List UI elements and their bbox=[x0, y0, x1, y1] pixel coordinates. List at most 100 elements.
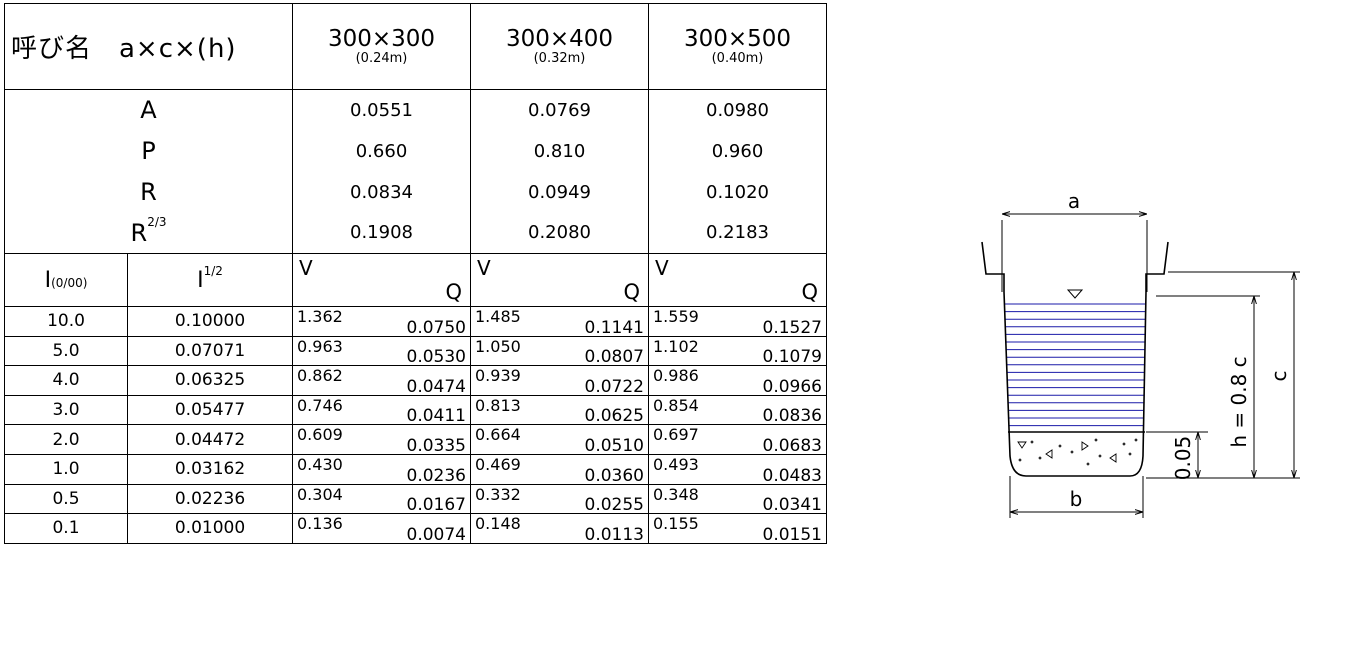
property-symbol: P bbox=[141, 137, 156, 165]
discharge-value: 0.0750 bbox=[406, 317, 466, 337]
vq-cell: 0.697 0.0683 bbox=[648, 424, 827, 455]
velocity-value: 0.469 bbox=[475, 454, 521, 474]
discharge-value: 0.0236 bbox=[406, 465, 466, 485]
size-sub-label: (0.24m) bbox=[355, 50, 408, 66]
slope-sqrt-label: I bbox=[197, 267, 204, 293]
property-row: R 0.0834 0.0949 0.1020 bbox=[4, 171, 827, 213]
vq-cell: 0.332 0.0255 bbox=[470, 483, 649, 515]
slope-sqrt-value: 0.03162 bbox=[127, 453, 293, 485]
property-label: R bbox=[4, 171, 293, 213]
slope-value: 5.0 bbox=[4, 335, 128, 367]
vq-cell: 0.963 0.0530 bbox=[292, 335, 471, 367]
property-value: 0.1020 bbox=[648, 171, 827, 213]
velocity-value: 0.813 bbox=[475, 395, 521, 415]
slope-value: 2.0 bbox=[4, 424, 128, 455]
property-sup: 2/3 bbox=[147, 214, 167, 229]
slope-sqrt-value: 0.05477 bbox=[127, 394, 293, 426]
vq-cell: 1.102 0.1079 bbox=[648, 335, 827, 367]
table-row: 5.0 0.07071 0.963 0.0530 1.050 0.0807 1.102 0.1… bbox=[4, 335, 827, 367]
vq-cell: 0.664 0.0510 bbox=[470, 424, 649, 455]
dimension-h-label: h = 0.8 c bbox=[1227, 356, 1251, 447]
slope-label: I bbox=[44, 267, 52, 293]
channel-outline bbox=[981, 241, 1169, 477]
vq-cell: 0.430 0.0236 bbox=[292, 453, 471, 485]
property-symbol: R bbox=[140, 178, 157, 206]
dimension-b-label: b bbox=[1070, 487, 1083, 511]
size-label: 300×500 bbox=[683, 25, 792, 52]
sediment-pattern bbox=[1017, 438, 1138, 466]
vq-cell: 1.362 0.0750 bbox=[292, 306, 471, 337]
discharge-value: 0.0255 bbox=[584, 495, 644, 514]
discharge-value: 0.0722 bbox=[584, 376, 644, 396]
slope-value: 0.5 bbox=[4, 483, 128, 515]
velocity-value: 0.609 bbox=[297, 425, 343, 445]
table-row: 3.0 0.05477 0.746 0.0411 0.813 0.0625 0.854 0.0… bbox=[4, 394, 827, 426]
property-label: R2/3 bbox=[4, 212, 293, 254]
discharge-value: 0.0335 bbox=[406, 435, 466, 455]
discharge-value: 0.0836 bbox=[762, 406, 822, 425]
discharge-label: Q bbox=[623, 280, 640, 304]
data-rows: 10.0 0.10000 1.362 0.0750 1.485 0.1141 1.559 0.… bbox=[4, 306, 827, 544]
vq-cell: 0.348 0.0341 bbox=[648, 483, 827, 515]
discharge-value: 0.0510 bbox=[584, 435, 644, 455]
velocity-value: 0.155 bbox=[653, 514, 699, 534]
properties-section: A 0.0551 0.0769 0.0980 P 0.660 0.810 0.960 R 0.08… bbox=[4, 89, 827, 254]
property-symbol: A bbox=[140, 96, 157, 125]
velocity-value: 0.854 bbox=[653, 395, 699, 415]
vq-cell: 0.609 0.0335 bbox=[292, 424, 471, 455]
slope-unit: (0/00) bbox=[51, 275, 88, 290]
slope-sqrt-header: I1/2 bbox=[127, 253, 293, 307]
size-label: 300×300 bbox=[327, 25, 436, 52]
vq-cell: 0.813 0.0625 bbox=[470, 394, 649, 426]
discharge-value: 0.0341 bbox=[762, 495, 822, 514]
property-label: A bbox=[4, 89, 293, 131]
dimension-005-label: 0.05 bbox=[1171, 436, 1195, 481]
discharge-value: 0.0474 bbox=[406, 376, 466, 396]
size-label: 300×400 bbox=[505, 25, 614, 52]
velocity-value: 0.148 bbox=[475, 514, 521, 534]
slope-sqrt-value: 0.04472 bbox=[127, 424, 293, 455]
vq-cell: 0.136 0.0074 bbox=[292, 513, 471, 544]
slope-value: 4.0 bbox=[4, 365, 128, 396]
velocity-value: 0.664 bbox=[475, 425, 521, 445]
discharge-value: 0.0683 bbox=[762, 435, 822, 455]
vq-cell: 0.148 0.0113 bbox=[470, 513, 649, 544]
velocity-value: 0.332 bbox=[475, 484, 521, 504]
velocity-value: 0.430 bbox=[297, 454, 343, 474]
vq-cell: 0.155 0.0151 bbox=[648, 513, 827, 544]
table-row: 0.5 0.02236 0.304 0.0167 0.332 0.0255 0.348 0.0… bbox=[4, 483, 827, 515]
velocity-value: 0.746 bbox=[297, 395, 343, 415]
slope-sqrt-value: 0.07071 bbox=[127, 335, 293, 367]
discharge-value: 0.0625 bbox=[584, 406, 644, 425]
velocity-label: V bbox=[477, 256, 491, 280]
slope-value: 3.0 bbox=[4, 394, 128, 426]
table-row: 0.1 0.01000 0.136 0.0074 0.148 0.0113 0.155 0.0… bbox=[4, 513, 827, 544]
property-value: 0.0551 bbox=[292, 89, 471, 131]
slope-sqrt-value: 0.01000 bbox=[127, 513, 293, 544]
table-row: 4.0 0.06325 0.862 0.0474 0.939 0.0722 0.986 0.0… bbox=[4, 365, 827, 396]
property-value: 0.0834 bbox=[292, 171, 471, 213]
property-value: 0.660 bbox=[292, 130, 471, 172]
vq-cell: 1.485 0.1141 bbox=[470, 306, 649, 337]
discharge-value: 0.0151 bbox=[762, 524, 822, 544]
dimension-c-label: c bbox=[1267, 371, 1291, 382]
header-row: 呼び名 a×c×(h) 300×300 (0.24m) 300×400 (0.3… bbox=[4, 3, 827, 90]
discharge-value: 0.0966 bbox=[762, 376, 822, 396]
velocity-value: 0.963 bbox=[297, 336, 343, 356]
channel-cross-section-diagram: a b 0.05 h = 0.8 c c bbox=[981, 189, 1300, 518]
slope-value: 10.0 bbox=[4, 306, 128, 337]
water-fill-lines bbox=[1004, 303, 1146, 427]
vq-cell: 0.493 0.0483 bbox=[648, 453, 827, 485]
discharge-value: 0.0360 bbox=[584, 465, 644, 485]
discharge-value: 0.0807 bbox=[584, 347, 644, 366]
discharge-value: 0.0483 bbox=[762, 465, 822, 485]
property-value: 0.1908 bbox=[292, 212, 471, 254]
property-row: A 0.0551 0.0769 0.0980 bbox=[4, 89, 827, 131]
property-row: P 0.660 0.810 0.960 bbox=[4, 130, 827, 172]
water-surface-icon bbox=[1066, 289, 1084, 299]
slope-value: 0.1 bbox=[4, 513, 128, 544]
